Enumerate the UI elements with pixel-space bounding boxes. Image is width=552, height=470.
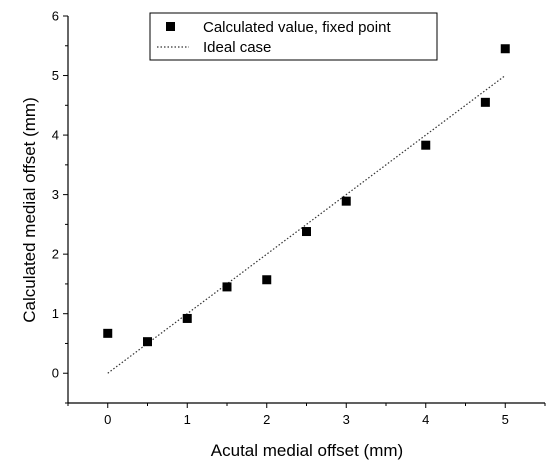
ideal-case-line	[107, 75, 506, 374]
y-tick-label: 0	[52, 366, 59, 381]
data-point	[222, 282, 232, 292]
x-tick-label: 5	[502, 412, 509, 427]
x-tick-label: 1	[184, 412, 191, 427]
data-points-layer	[103, 44, 510, 347]
y-axis-title: Calculated medial offset (mm)	[20, 97, 39, 323]
y-tick-label: 1	[52, 306, 59, 321]
x-tick-label: 4	[422, 412, 429, 427]
data-point	[500, 44, 510, 54]
y-tick-label: 3	[52, 187, 59, 202]
data-point	[421, 140, 431, 150]
y-tick-label: 2	[52, 247, 59, 262]
legend-label-ideal: Ideal case	[203, 39, 271, 56]
data-point	[103, 328, 113, 338]
data-point	[302, 227, 311, 237]
y-tick-label: 5	[52, 68, 59, 83]
x-tick-label: 2	[263, 412, 270, 427]
data-point	[480, 97, 490, 107]
axes: 0 1 2 3 4 5 6 0 1 2 3 4 5	[52, 9, 546, 427]
data-point	[182, 313, 192, 323]
x-tick-label: 0	[104, 412, 111, 427]
legend-box	[149, 12, 438, 61]
data-point	[262, 275, 272, 285]
x-tick-label: 3	[343, 412, 350, 427]
data-point	[143, 337, 152, 347]
y-tick-label: 6	[52, 9, 59, 24]
x-axis-title: Acutal medial offset (mm)	[211, 441, 403, 460]
legend-marker-square	[166, 22, 175, 31]
legend-label-calculated: Calculated value, fixed point	[203, 19, 391, 36]
legend: Calculated value, fixed point Ideal case	[149, 12, 438, 61]
ideal-line-layer	[107, 75, 506, 374]
data-point	[341, 196, 351, 206]
y-tick-label: 4	[52, 128, 59, 143]
